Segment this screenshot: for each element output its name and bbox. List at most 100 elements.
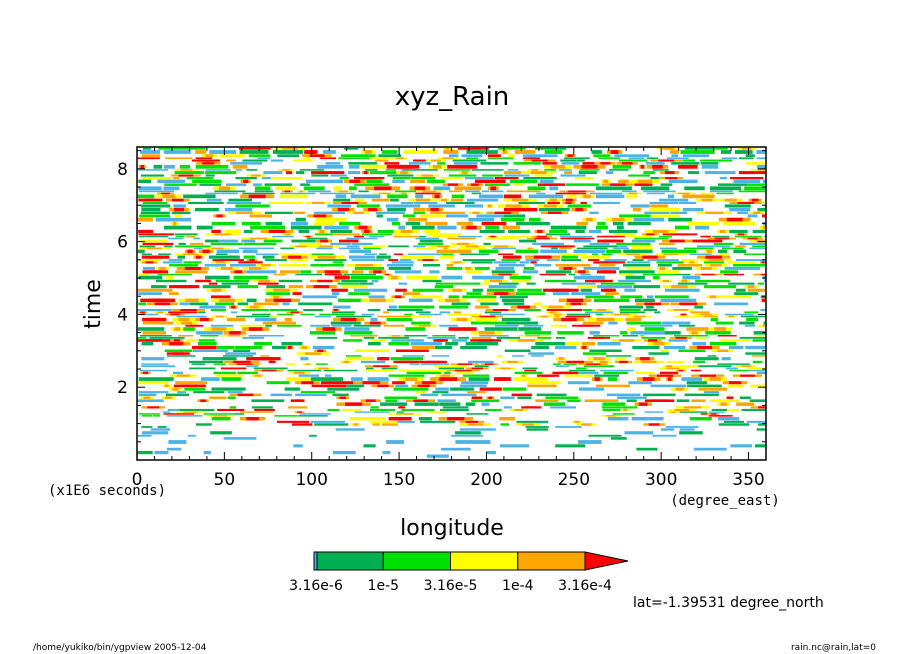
rain-cell xyxy=(293,444,303,448)
rain-cell-core xyxy=(585,363,601,365)
rain-cell xyxy=(651,214,681,218)
colorbar-label: 1e-5 xyxy=(368,578,399,594)
rain-cell xyxy=(471,261,493,264)
rain-cell xyxy=(236,315,270,318)
rain-cell-core xyxy=(172,352,185,355)
rain-cell xyxy=(659,247,677,250)
rain-cell xyxy=(474,179,506,183)
rain-cell xyxy=(257,157,271,160)
rain-cell xyxy=(550,225,587,230)
rain-cell xyxy=(616,225,624,230)
rain-cell xyxy=(738,171,766,175)
y-tick-label: 4 xyxy=(117,305,128,325)
rain-cell xyxy=(368,420,398,423)
rain-cell xyxy=(669,179,698,183)
rain-cell xyxy=(419,313,442,316)
rain-cell xyxy=(393,235,420,238)
rain-cell-core xyxy=(507,360,518,364)
rain-cell xyxy=(261,177,271,180)
rain-cell xyxy=(314,315,332,318)
rain-cell-core xyxy=(696,345,712,350)
rain-cell xyxy=(210,324,234,327)
rain-cell xyxy=(190,242,204,245)
rain-cell xyxy=(344,327,370,331)
rain-cell-core xyxy=(455,369,472,372)
rain-cell-core xyxy=(623,408,628,411)
rain-cell xyxy=(403,150,438,154)
rain-cell xyxy=(724,266,760,270)
rain-cell-core xyxy=(619,360,628,364)
rain-cell xyxy=(640,324,673,327)
rain-cell xyxy=(757,282,764,285)
rain-cell-core xyxy=(288,345,292,350)
rain-cell-core xyxy=(236,211,253,214)
rain-cell-core xyxy=(284,190,291,193)
rain-cell xyxy=(242,336,265,339)
rain-cell xyxy=(500,423,509,426)
rain-cell xyxy=(263,171,283,175)
rain-cell xyxy=(330,321,361,325)
rain-cell xyxy=(496,336,521,339)
rain-cell xyxy=(240,411,274,413)
rain-cell xyxy=(615,357,626,361)
rain-cell xyxy=(451,302,471,306)
rain-cell xyxy=(604,259,627,261)
rain-cell xyxy=(223,437,257,440)
rain-cell xyxy=(715,321,734,325)
rain-cell xyxy=(420,363,450,365)
rain-cell xyxy=(239,150,269,154)
rain-cell-core xyxy=(517,305,530,309)
rain-cell xyxy=(536,393,567,397)
rain-cell xyxy=(302,157,311,160)
rain-cell xyxy=(312,345,335,350)
rain-cell xyxy=(202,357,237,361)
rain-cell xyxy=(506,190,541,193)
rain-cell xyxy=(411,315,432,318)
rain-cell-core xyxy=(374,186,392,191)
rain-cell xyxy=(756,157,766,160)
rain-cell-core xyxy=(394,295,402,299)
rain-cell xyxy=(284,317,292,322)
rain-cell xyxy=(164,349,193,352)
rain-cell-core xyxy=(270,360,274,364)
rain-cell xyxy=(361,360,386,364)
rain-cell xyxy=(705,331,731,335)
rain-cell xyxy=(368,342,381,346)
rain-cell-core xyxy=(582,201,586,204)
rain-cell xyxy=(615,233,634,236)
rain-cell xyxy=(641,336,666,339)
rain-cell xyxy=(402,355,425,357)
rain-cell xyxy=(674,335,709,337)
rain-cell xyxy=(211,309,226,311)
rain-cell xyxy=(386,217,399,222)
rain-cell xyxy=(140,313,159,316)
rain-cell xyxy=(716,192,734,195)
rain-cell xyxy=(438,367,464,370)
rain-cell xyxy=(203,413,234,415)
rain-cell xyxy=(527,384,557,388)
rain-cell xyxy=(620,295,643,299)
rain-cell xyxy=(466,413,489,415)
rain-cell xyxy=(691,399,706,402)
rain-cell xyxy=(311,174,329,177)
rain-cell xyxy=(699,159,733,162)
rain-cell xyxy=(458,336,469,339)
rain-cell xyxy=(199,305,226,309)
rain-cell xyxy=(189,367,216,370)
rain-cell xyxy=(400,201,414,204)
rain-cell xyxy=(286,377,311,381)
rain-cell xyxy=(515,249,539,254)
rain-cell xyxy=(628,381,652,385)
rain-cell-core xyxy=(227,367,240,370)
rain-cell xyxy=(649,204,669,208)
rain-cell xyxy=(619,305,644,309)
rain-cell-core xyxy=(642,377,655,381)
rain-cell-core xyxy=(773,267,788,270)
rain-cell-core xyxy=(176,285,192,289)
rain-cell xyxy=(527,186,546,191)
rain-cell xyxy=(138,169,169,171)
rain-cell xyxy=(575,177,594,180)
rain-cell xyxy=(665,426,699,428)
rain-cell-core xyxy=(282,169,290,171)
rain-cell-core xyxy=(174,327,181,331)
